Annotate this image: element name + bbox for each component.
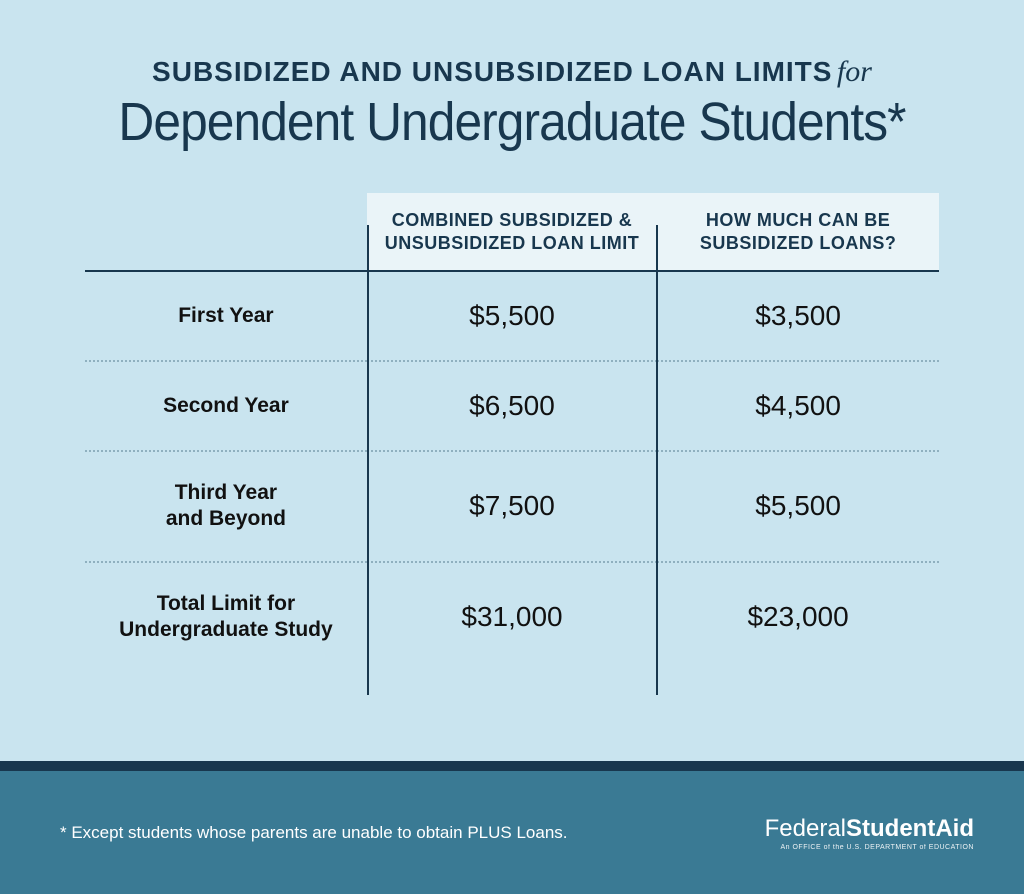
table-header-combined: COMBINED SUBSIDIZED &UNSUBSIDIZED LOAN L… [367,193,657,271]
row-label: Second Year [85,361,367,451]
title-line-1: SUBSIDIZED AND UNSUBSIDIZED LOAN LIMITS … [0,55,1024,89]
header: SUBSIDIZED AND UNSUBSIDIZED LOAN LIMITS … [0,0,1024,153]
vertical-divider-right [656,225,658,695]
vertical-divider-left [367,225,369,695]
cell-combined: $31,000 [367,562,657,672]
cell-combined: $5,500 [367,271,657,361]
row-label: Total Limit forUndergraduate Study [85,562,367,672]
title-large: Dependent Undergraduate Students* [41,91,983,153]
logo-main: FederalStudentAid [765,815,974,843]
cell-subsidized: $5,500 [657,451,939,562]
table-header-row: COMBINED SUBSIDIZED &UNSUBSIDIZED LOAN L… [85,193,939,271]
title-for: for [837,55,872,88]
logo-light: Federal [765,815,846,842]
logo-bold: StudentAid [846,815,974,842]
row-label: First Year [85,271,367,361]
cell-subsidized: $23,000 [657,562,939,672]
row-label: Third Yearand Beyond [85,451,367,562]
logo: FederalStudentAid An OFFICE of the U.S. … [765,815,974,851]
title-small: SUBSIDIZED AND UNSUBSIDIZED LOAN LIMITS [152,56,832,87]
cell-subsidized: $3,500 [657,271,939,361]
loan-limits-table-wrap: COMBINED SUBSIDIZED &UNSUBSIDIZED LOAN L… [85,193,939,671]
table-row: First Year $5,500 $3,500 [85,271,939,361]
cell-combined: $6,500 [367,361,657,451]
table-row: Total Limit forUndergraduate Study $31,0… [85,562,939,672]
cell-combined: $7,500 [367,451,657,562]
table-header-subsidized: HOW MUCH CAN BESUBSIDIZED LOANS? [657,193,939,271]
logo-sub: An OFFICE of the U.S. DEPARTMENT of EDUC… [765,844,974,851]
cell-subsidized: $4,500 [657,361,939,451]
footer: * Except students whose parents are unab… [0,761,1024,894]
table-row: Third Yearand Beyond $7,500 $5,500 [85,451,939,562]
loan-limits-table: COMBINED SUBSIDIZED &UNSUBSIDIZED LOAN L… [85,193,939,671]
table-header-blank [85,193,367,271]
table-row: Second Year $6,500 $4,500 [85,361,939,451]
footnote: * Except students whose parents are unab… [60,823,568,843]
